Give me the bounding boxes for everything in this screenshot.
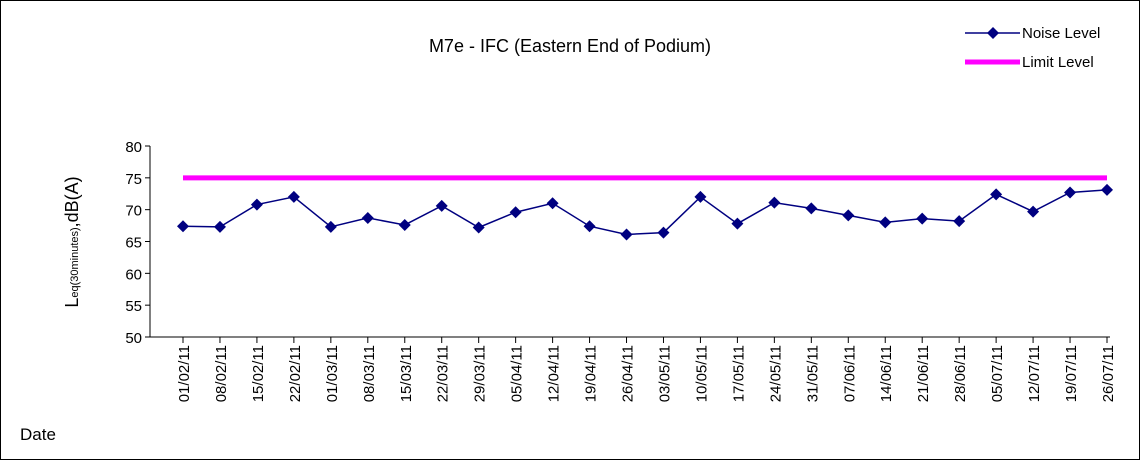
x-tick-label: 08/02/11 <box>213 345 230 402</box>
x-tick-label: 03/05/11 <box>656 345 673 402</box>
y-label-main: L <box>62 298 82 308</box>
x-tick-label: 15/03/11 <box>398 345 415 402</box>
x-tick-label: 05/04/11 <box>509 345 526 402</box>
x-tick-label: 19/07/11 <box>1063 345 1080 402</box>
data-point <box>546 197 559 210</box>
x-tick-label: 17/05/11 <box>730 345 747 402</box>
y-label-sub: eq(30minutes) <box>69 227 81 297</box>
data-point <box>990 188 1003 201</box>
series-line <box>182 189 1108 236</box>
data-point <box>620 228 633 241</box>
legend-label: Noise Level <box>1022 25 1100 42</box>
y-tick-label: 70 <box>125 203 142 220</box>
data-point <box>472 221 485 234</box>
x-tick-label: 10/05/11 <box>693 345 710 402</box>
x-tick-label: 28/06/11 <box>952 345 969 402</box>
y-tick-label: 60 <box>125 266 142 283</box>
x-tick-label: 15/02/11 <box>250 345 267 402</box>
data-point <box>916 212 929 225</box>
y-label-unit: ,dB(A) <box>62 176 82 227</box>
data-point <box>1101 183 1113 196</box>
y-tick-label: 65 <box>125 235 142 252</box>
data-point <box>250 198 263 211</box>
data-point <box>1064 186 1077 199</box>
x-tick-label: 05/07/11 <box>989 345 1006 402</box>
y-axis-label: Leq(30minutes),dB(A) <box>62 176 82 307</box>
x-tick-label: 22/03/11 <box>435 345 452 402</box>
data-point <box>435 199 448 212</box>
x-tick-label: 01/03/11 <box>324 345 341 402</box>
x-tick-label: 26/07/11 <box>1100 345 1117 402</box>
data-point <box>324 220 337 233</box>
data-point <box>287 190 300 203</box>
data-point <box>768 196 781 209</box>
data-point <box>583 220 596 233</box>
y-tick-label: 75 <box>125 171 142 188</box>
data-point <box>361 211 374 224</box>
x-tick-label: 19/04/11 <box>583 345 600 402</box>
y-tick-label: 50 <box>125 330 142 347</box>
x-tick-label: 31/05/11 <box>804 345 821 402</box>
data-point <box>694 190 707 203</box>
y-tick-label: 55 <box>125 298 142 315</box>
data-point <box>879 216 892 229</box>
x-tick-label: 14/06/11 <box>878 345 895 402</box>
x-tick-label: 22/02/11 <box>287 345 304 402</box>
data-point <box>213 220 226 233</box>
data-point <box>731 217 744 230</box>
data-point <box>953 215 966 228</box>
data-point <box>657 226 670 239</box>
x-tick-label: 12/07/11 <box>1026 345 1043 402</box>
data-point <box>842 209 855 222</box>
y-tick-label: 80 <box>125 139 142 156</box>
data-point <box>177 220 189 233</box>
x-tick-label: 12/04/11 <box>546 345 563 402</box>
legend-label: Limit Level <box>1022 54 1094 71</box>
x-tick-label: 26/04/11 <box>620 345 637 402</box>
x-tick-label: 21/06/11 <box>915 345 932 402</box>
x-tick-label: 01/02/11 <box>176 345 193 402</box>
x-tick-label: 08/03/11 <box>361 345 378 402</box>
x-tick-label: 24/05/11 <box>767 345 784 402</box>
legend-marker <box>987 27 999 39</box>
x-axis-label: Date <box>20 425 56 444</box>
data-point <box>805 202 818 215</box>
data-point <box>398 218 411 231</box>
data-point <box>509 206 522 219</box>
data-point <box>1027 205 1040 218</box>
x-tick-label: 29/03/11 <box>472 345 489 402</box>
x-tick-label: 07/06/11 <box>841 345 858 402</box>
chart-title: M7e - IFC (Eastern End of Podium) <box>429 36 711 56</box>
